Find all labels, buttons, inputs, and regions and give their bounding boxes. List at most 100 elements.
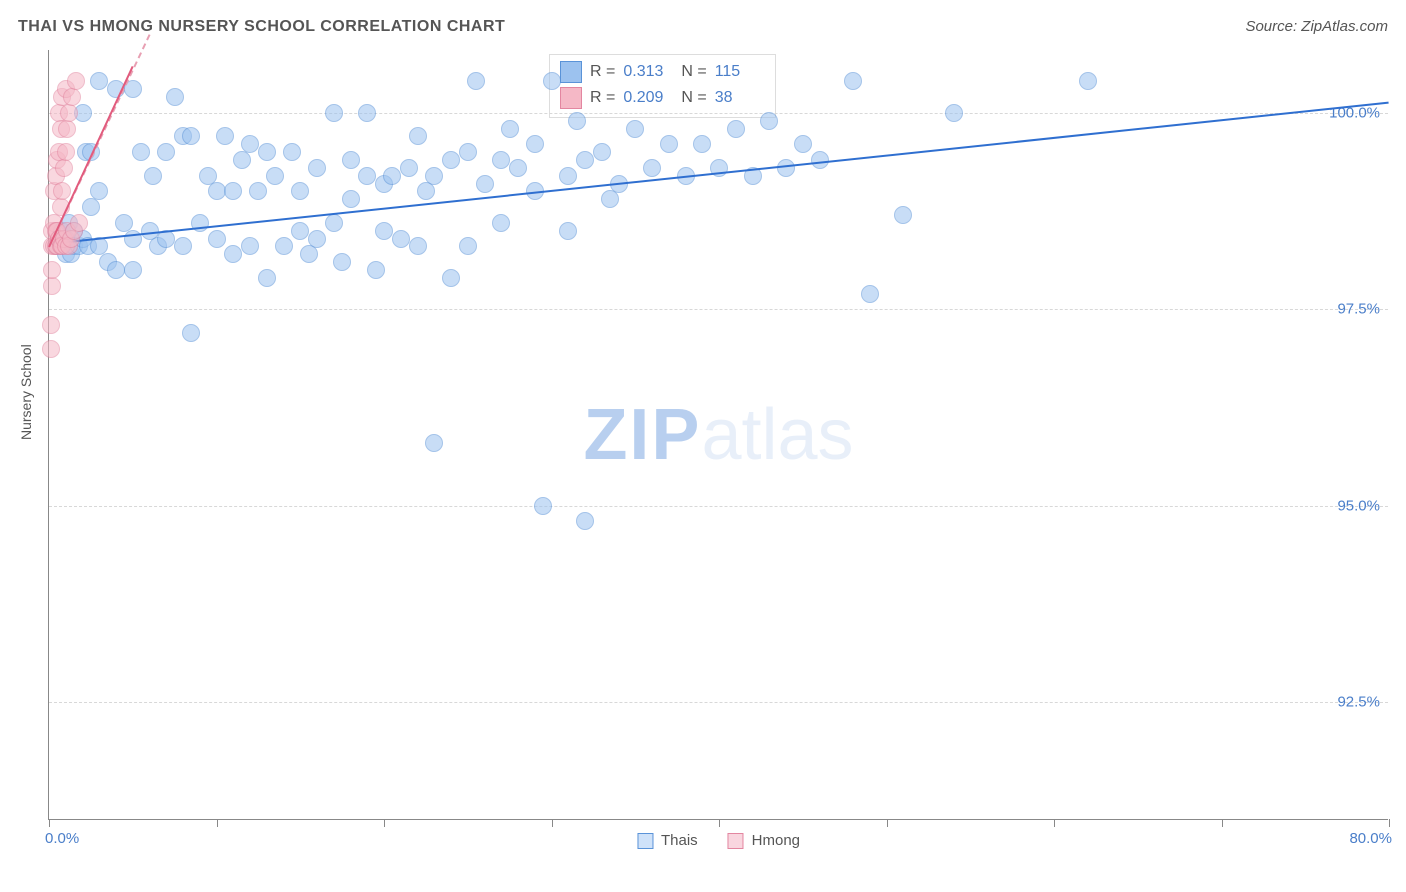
watermark-part2: atlas [701,395,853,475]
data-point [626,120,644,138]
data-point [501,120,519,138]
n-label: N = [681,85,706,111]
gridline [49,702,1388,703]
data-point [459,143,477,161]
data-point [409,237,427,255]
data-point [534,497,552,515]
data-point [342,190,360,208]
data-point [559,222,577,240]
x-tick [1222,819,1223,827]
x-tick [1389,819,1390,827]
data-point [144,167,162,185]
data-point [224,182,242,200]
data-point [425,167,443,185]
data-point [174,237,192,255]
x-tick [217,819,218,827]
gridline [49,506,1388,507]
data-point [593,143,611,161]
data-point [794,135,812,153]
data-point [400,159,418,177]
data-point [258,143,276,161]
legend-swatch [728,833,744,849]
legend-label: Thais [661,832,698,849]
data-point [760,112,778,130]
r-value: 0.209 [623,85,673,111]
source-label: Source: ZipAtlas.com [1245,18,1388,35]
data-point [358,104,376,122]
data-point [241,237,259,255]
data-point [266,167,284,185]
data-point [325,104,343,122]
data-point [308,230,326,248]
series-legend: Thais Hmong [637,832,800,849]
data-point [208,182,226,200]
data-point [727,120,745,138]
data-point [208,230,226,248]
data-point [325,214,343,232]
data-point [342,151,360,169]
data-point [124,261,142,279]
data-point [58,120,76,138]
data-point [291,182,309,200]
data-point [275,237,293,255]
chart-title: THAI VS HMONG NURSERY SCHOOL CORRELATION… [18,18,505,36]
legend-row: R =0.209N =38 [560,85,765,111]
data-point [459,237,477,255]
data-point [693,135,711,153]
legend-swatch [637,833,653,849]
data-point [166,88,184,106]
gridline [49,113,1388,114]
data-point [492,151,510,169]
data-point [660,135,678,153]
x-tick [49,819,50,827]
data-point [291,222,309,240]
n-value: 115 [715,59,765,85]
x-tick [887,819,888,827]
data-point [57,143,75,161]
x-max-label: 80.0% [1349,830,1392,847]
data-point [601,190,619,208]
x-tick [719,819,720,827]
data-point [643,159,661,177]
data-point [182,127,200,145]
data-point [63,88,81,106]
gridline [49,309,1388,310]
legend-row: R =0.313N =115 [560,59,765,85]
data-point [82,198,100,216]
data-point [60,104,78,122]
legend-swatch [560,87,582,109]
data-point [367,261,385,279]
data-point [568,112,586,130]
data-point [258,269,276,287]
data-point [861,285,879,303]
data-point [894,206,912,224]
n-label: N = [681,59,706,85]
data-point [216,127,234,145]
data-point [442,269,460,287]
data-point [576,512,594,530]
n-value: 38 [715,85,765,111]
data-point [42,316,60,334]
data-point [124,230,142,248]
data-point [844,72,862,90]
data-point [233,151,251,169]
legend-label: Hmong [752,832,800,849]
data-point [576,151,594,169]
data-point [333,253,351,271]
r-label: R = [590,59,615,85]
data-point [308,159,326,177]
data-point [53,182,71,200]
data-point [358,167,376,185]
data-point [392,230,410,248]
data-point [442,151,460,169]
data-point [43,277,61,295]
data-point [90,72,108,90]
y-tick-label: 92.5% [1337,694,1380,711]
data-point [543,72,561,90]
data-point [425,434,443,452]
data-point [182,324,200,342]
data-point [1079,72,1097,90]
data-point [224,245,242,263]
data-point [300,245,318,263]
data-point [249,182,267,200]
